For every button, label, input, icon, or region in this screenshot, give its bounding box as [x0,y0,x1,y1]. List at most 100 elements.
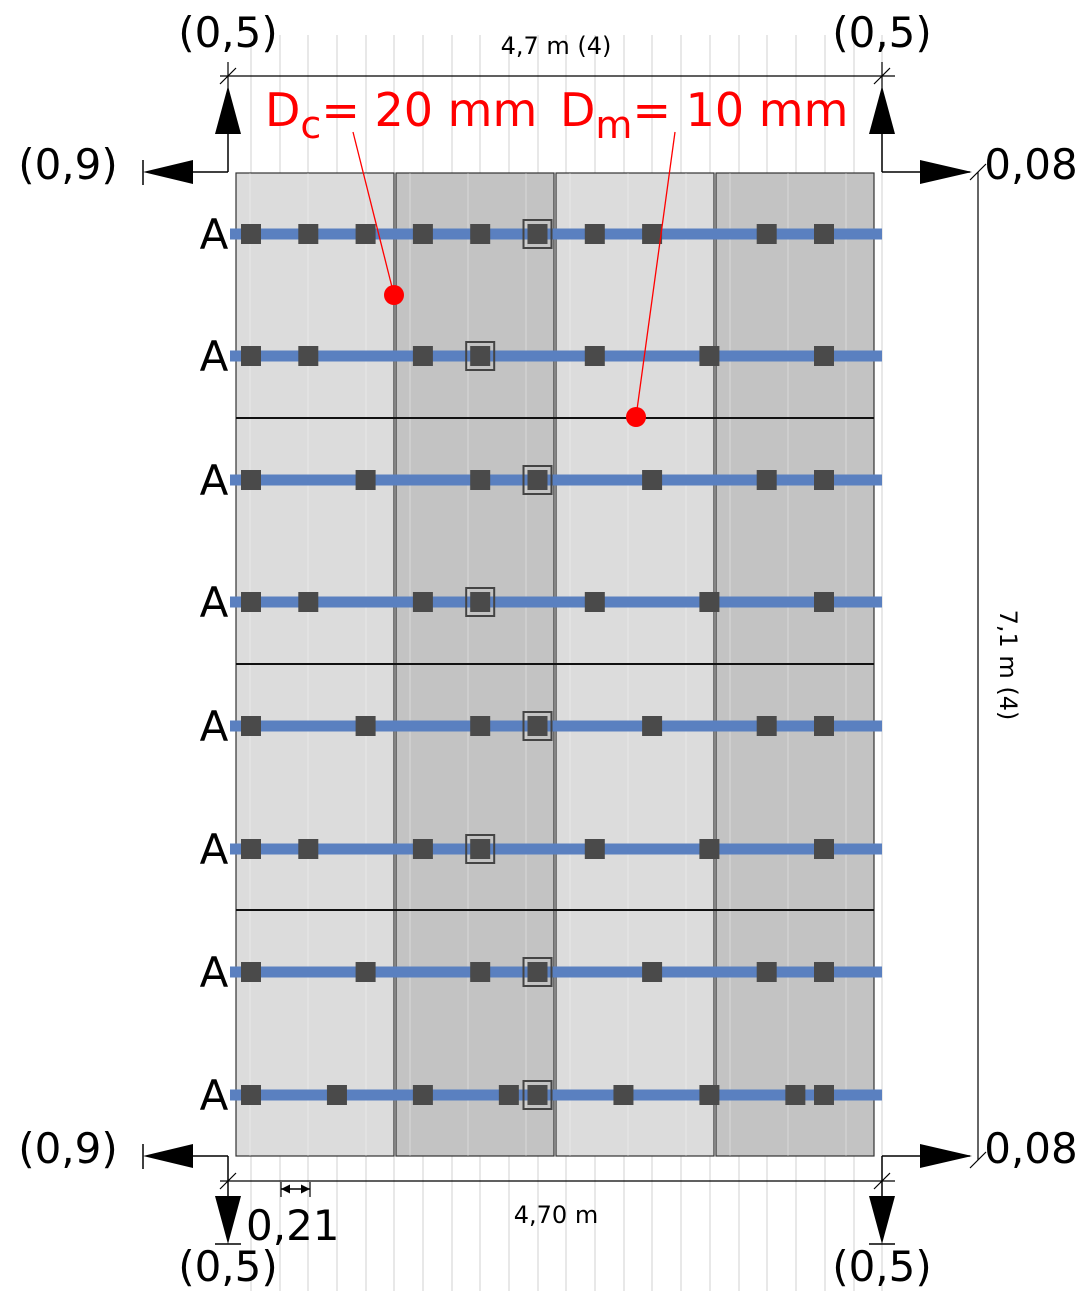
clip-marker [412,1085,433,1105]
clip-marker [584,346,605,366]
clip-marker [241,1085,261,1105]
clip-marker [642,470,663,490]
clip-marker [785,1085,806,1105]
row-label: A [200,825,229,874]
clip-marker [298,346,319,366]
clip-marker [814,224,834,244]
clip-marker [814,470,834,490]
clip-marker [642,224,663,244]
fixed-point-marker [527,1085,548,1105]
fixed-point-frame [522,711,553,741]
height-label: 7,1 m (4) [994,610,1022,721]
bottom-dimension: 4,70 m 0,21 [219,1172,895,1250]
clip-marker [814,592,834,612]
row-label: A [200,1071,229,1120]
clip-marker [470,962,491,982]
fixed-point-marker [470,592,491,612]
clip-marker [298,592,319,612]
clip-marker [642,962,663,982]
corner-label-right-top: 0,08 [984,140,1078,189]
clip-marker [584,592,605,612]
clip-marker [642,716,663,736]
clip-marker [498,1085,519,1105]
clip-marker [470,716,491,736]
clip-marker [298,839,319,859]
clip-marker [699,346,720,366]
clip-marker [241,962,261,982]
clip-marker [814,346,834,366]
panel-array [235,172,875,1157]
clip-marker [756,716,777,736]
row-label: A [200,578,229,627]
svg-text:Dm= 10 mm: Dm= 10 mm [560,83,848,147]
row-label: A [200,948,229,997]
fixed-point-frame [522,465,553,495]
dm-value: = 10 mm [632,83,848,137]
clip-marker [241,346,261,366]
clip-marker [412,224,433,244]
clip-marker [355,716,376,736]
clip-marker [355,470,376,490]
clip-marker [814,839,834,859]
corner-label-left-top: (0,9) [18,140,118,189]
fixed-point-frame [522,219,553,249]
fixed-point-marker [470,839,491,859]
clip-marker [756,470,777,490]
fixed-point-marker [527,224,548,244]
fixed-point-marker [527,470,548,490]
dc-symbol: D [265,83,300,137]
clip-marker [326,1085,347,1105]
fixed-point-frame [522,957,553,987]
height-dimension: 7,1 m (4) [969,163,1022,1169]
clip-marker [814,962,834,982]
dc-callout: Dc= 20 mm [265,83,537,305]
dc-subscript: c [300,103,321,147]
fixed-point-marker [470,346,491,366]
clip-marker [699,592,720,612]
fixed-point-frame [465,341,496,371]
row-label: A [200,702,229,751]
clip-marker [298,224,319,244]
clip-marker [412,592,433,612]
clip-marker [241,592,261,612]
dm-symbol: D [560,83,595,137]
row-label: A [200,456,229,505]
fixed-point-frame [465,834,496,864]
corner-label-bottom-right: (0,5) [832,1242,932,1291]
svg-text:Dc= 20 mm: Dc= 20 mm [265,83,537,147]
row-label: A [200,210,229,259]
dc-value: = 20 mm [321,83,537,137]
fixed-point-frame [465,587,496,617]
corner-label-bottom-left: (0,5) [178,1242,278,1291]
spacing-label: 0,21 [246,1201,340,1250]
top-dimension: 4,7 m (4) [219,32,895,90]
clip-marker [814,716,834,736]
clip-marker [699,1085,720,1105]
top-width-label: 4,7 m (4) [501,32,612,60]
clip-marker [412,839,433,859]
clip-marker [756,224,777,244]
clip-marker [470,470,491,490]
corner-label-top-left: (0,5) [178,8,278,57]
clip-marker [699,839,720,859]
fixed-point-marker [527,716,548,736]
row-label: A [200,332,229,381]
clip-marker [241,224,261,244]
fixed-point-frame [522,1080,553,1110]
clip-marker [756,962,777,982]
clip-marker [412,346,433,366]
edge-arrows [142,86,972,1245]
clip-marker [584,839,605,859]
clip-marker [613,1085,634,1105]
clip-marker [241,470,261,490]
clip-marker [584,224,605,244]
clip-marker [814,1085,834,1105]
fixed-point-marker [527,962,548,982]
rail-rows: A A A A A A A A [200,210,882,1120]
clip-marker [241,716,261,736]
clip-marker [355,962,376,982]
corner-label-right-bottom: 0,08 [984,1124,1078,1173]
corner-label-top-right: (0,5) [832,8,932,57]
bottom-width-label: 4,70 m [514,1201,598,1229]
